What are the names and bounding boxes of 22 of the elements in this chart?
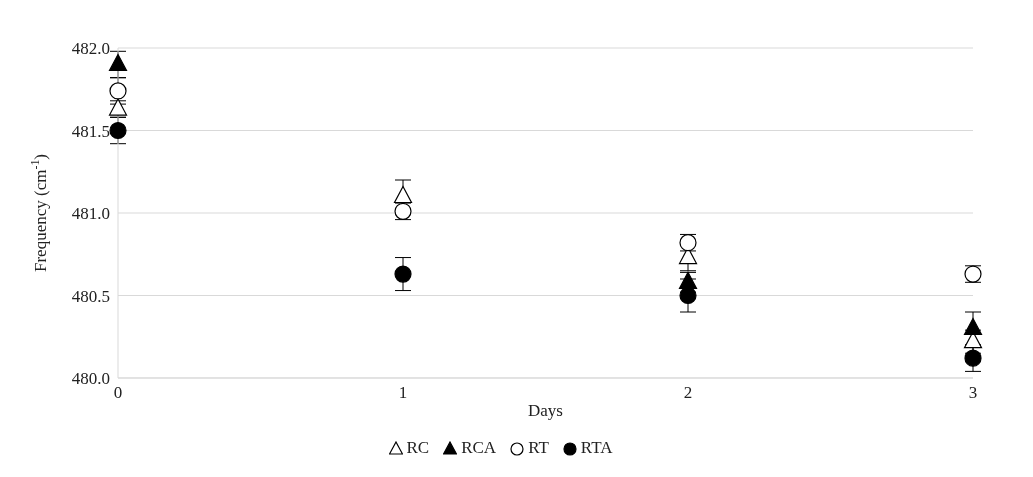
y-tick-label: 481.5	[71, 121, 110, 141]
legend-label: RTA	[579, 438, 613, 458]
x-tick-label: 2	[683, 383, 693, 403]
point	[109, 82, 127, 100]
point	[963, 317, 983, 336]
point	[964, 349, 982, 367]
point	[678, 271, 698, 289]
point	[394, 265, 412, 283]
y-tick-label: 480.0	[71, 369, 110, 389]
x-tick-label: 3	[968, 383, 978, 403]
x-tick-label: 1	[398, 383, 408, 403]
legend-label: RT	[527, 438, 549, 458]
point	[109, 121, 127, 140]
legend-label: RC	[405, 438, 430, 458]
point	[393, 185, 413, 204]
point	[108, 53, 128, 72]
y-tick-label: 481.0	[71, 204, 110, 224]
x-tick-label: 0	[113, 383, 123, 403]
legend-label: RCA	[460, 438, 497, 458]
x-axis-title: Days	[528, 401, 563, 420]
y-tick-label: 480.5	[71, 286, 110, 306]
y-tick-label: 482.0	[71, 39, 110, 59]
